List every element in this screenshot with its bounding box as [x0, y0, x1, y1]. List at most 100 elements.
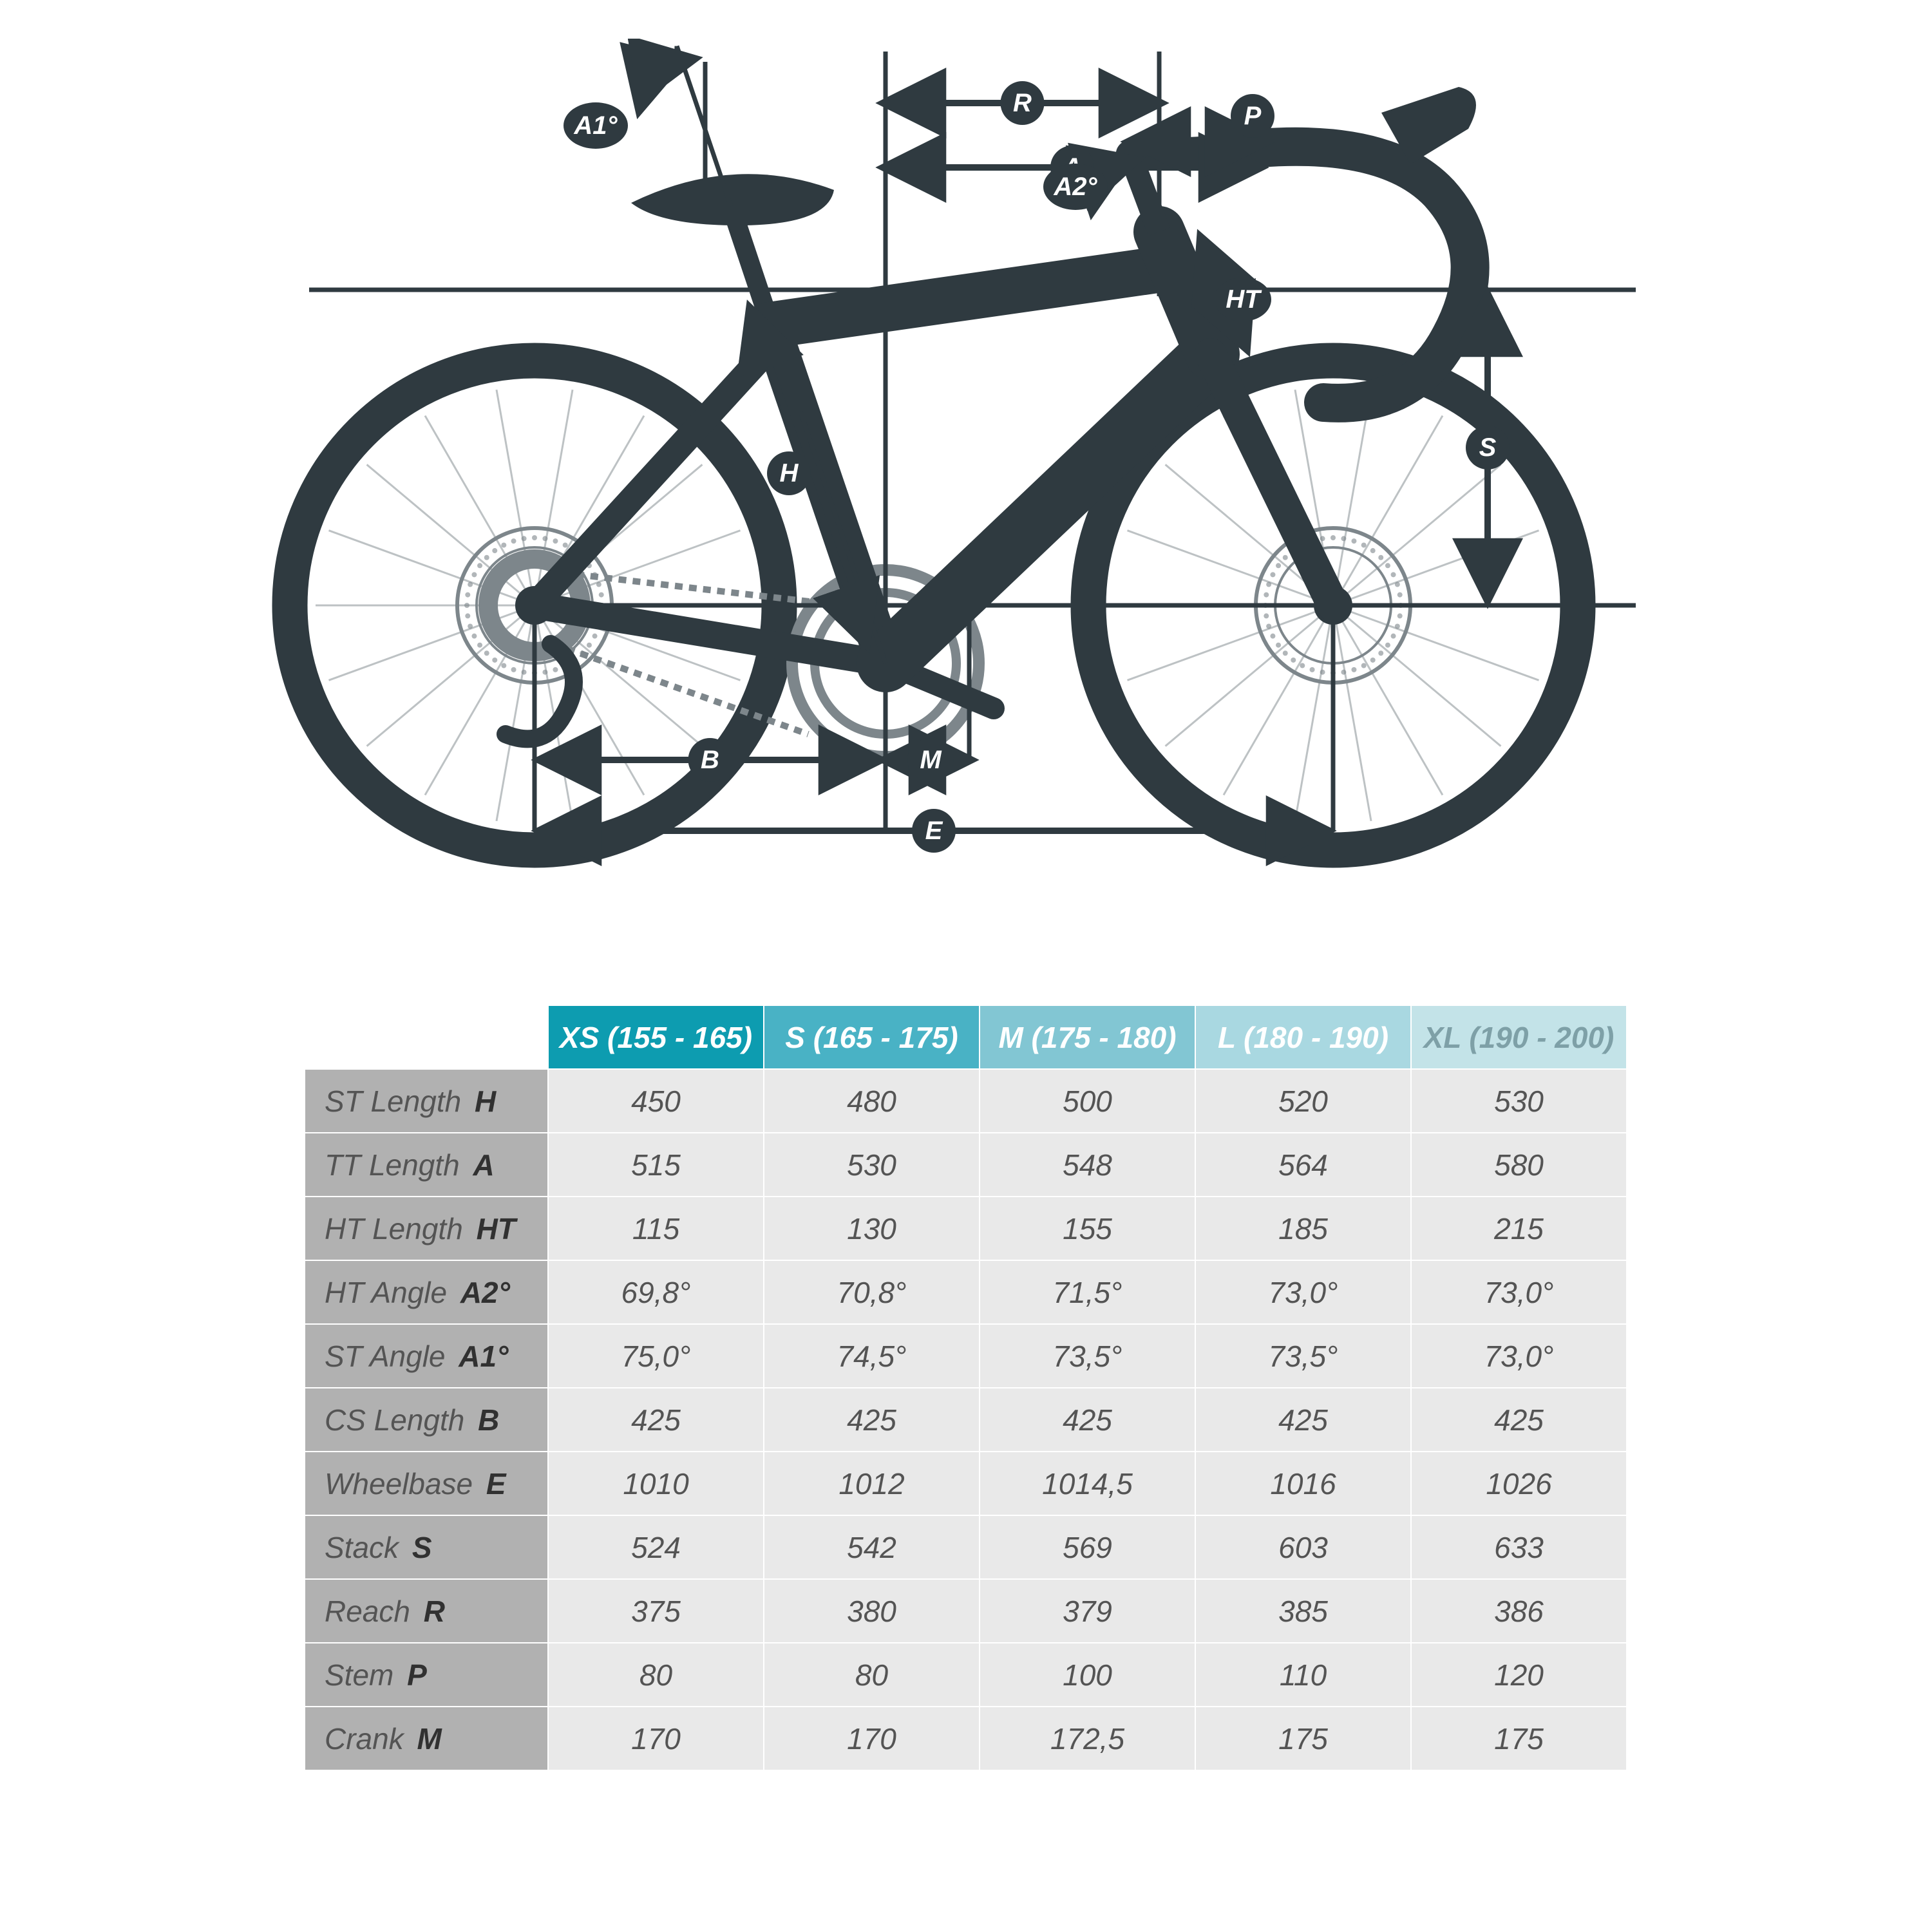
cell: 80	[548, 1643, 764, 1707]
label-s: S	[1466, 426, 1510, 469]
cell: 175	[1195, 1707, 1411, 1770]
table-row: HT Length HT115130155185215	[305, 1197, 1627, 1260]
geometry-table: XS (155 - 165)S (165 - 175)M (175 - 180)…	[304, 1005, 1627, 1771]
cell: 1026	[1411, 1452, 1627, 1515]
cell: 71,5°	[980, 1260, 1195, 1324]
svg-text:S: S	[1479, 433, 1497, 462]
row-header: HT Length HT	[305, 1197, 548, 1260]
size-header-2: M (175 - 180)	[980, 1005, 1195, 1069]
size-header-1: S (165 - 175)	[764, 1005, 980, 1069]
cell: 425	[980, 1388, 1195, 1452]
cell: 530	[1411, 1069, 1627, 1133]
cell: 74,5°	[764, 1324, 980, 1388]
cell: 215	[1411, 1197, 1627, 1260]
cell: 450	[548, 1069, 764, 1133]
cell: 569	[980, 1515, 1195, 1579]
cell: 73,0°	[1411, 1324, 1627, 1388]
row-header: Reach R	[305, 1579, 548, 1643]
cell: 380	[764, 1579, 980, 1643]
cell: 1012	[764, 1452, 980, 1515]
cell: 425	[1411, 1388, 1627, 1452]
cell: 548	[980, 1133, 1195, 1197]
svg-text:M: M	[920, 746, 942, 774]
size-header-0: XS (155 - 165)	[548, 1005, 764, 1069]
row-header: ST Angle A1°	[305, 1324, 548, 1388]
table-row: Stack S524542569603633	[305, 1515, 1627, 1579]
cell: 500	[980, 1069, 1195, 1133]
cell: 542	[764, 1515, 980, 1579]
label-a2: A2°	[1043, 164, 1108, 210]
svg-text:H: H	[780, 459, 799, 488]
cell: 185	[1195, 1197, 1411, 1260]
cell: 480	[764, 1069, 980, 1133]
table-row: Crank M170170172,5175175	[305, 1707, 1627, 1770]
cell: 170	[764, 1707, 980, 1770]
label-h: H	[767, 451, 811, 495]
row-header: CS Length B	[305, 1388, 548, 1452]
bike-geometry-diagram: RAA1°A2°PHTSHBME	[270, 39, 1662, 908]
cell: 172,5	[980, 1707, 1195, 1770]
table-blank-corner	[305, 1005, 548, 1069]
cell: 385	[1195, 1579, 1411, 1643]
cell: 70,8°	[764, 1260, 980, 1324]
svg-text:A2°: A2°	[1053, 173, 1097, 201]
cell: 155	[980, 1197, 1195, 1260]
label-p: P	[1231, 94, 1274, 138]
cell: 120	[1411, 1643, 1627, 1707]
svg-text:R: R	[1013, 89, 1032, 117]
table-row: Reach R375380379385386	[305, 1579, 1627, 1643]
cell: 69,8°	[548, 1260, 764, 1324]
bike-silhouette	[290, 87, 1578, 850]
cell: 73,5°	[980, 1324, 1195, 1388]
row-header: Crank M	[305, 1707, 548, 1770]
cell: 530	[764, 1133, 980, 1197]
cell: 175	[1411, 1707, 1627, 1770]
table-row: ST Angle A1°75,0°74,5°73,5°73,5°73,0°	[305, 1324, 1627, 1388]
cell: 1016	[1195, 1452, 1411, 1515]
size-header-3: L (180 - 190)	[1195, 1005, 1411, 1069]
cell: 115	[548, 1197, 764, 1260]
cell: 580	[1411, 1133, 1627, 1197]
row-header: Wheelbase E	[305, 1452, 548, 1515]
cell: 100	[980, 1643, 1195, 1707]
cell: 80	[764, 1643, 980, 1707]
cell: 1010	[548, 1452, 764, 1515]
cell: 73,0°	[1195, 1260, 1411, 1324]
cell: 386	[1411, 1579, 1627, 1643]
size-header-4: XL (190 - 200)	[1411, 1005, 1627, 1069]
cell: 375	[548, 1579, 764, 1643]
cell: 425	[764, 1388, 980, 1452]
table-row: Stem P8080100110120	[305, 1643, 1627, 1707]
table-row: CS Length B425425425425425	[305, 1388, 1627, 1452]
cell: 603	[1195, 1515, 1411, 1579]
dimension-lines	[309, 46, 1636, 831]
row-header: TT Length A	[305, 1133, 548, 1197]
cell: 564	[1195, 1133, 1411, 1197]
cell: 73,5°	[1195, 1324, 1411, 1388]
svg-text:P: P	[1244, 102, 1262, 130]
label-r: R	[1001, 81, 1045, 125]
cell: 425	[1195, 1388, 1411, 1452]
row-header: Stem P	[305, 1643, 548, 1707]
table-row: HT Angle A2°69,8°70,8°71,5°73,0°73,0°	[305, 1260, 1627, 1324]
label-a1: A1°	[564, 102, 628, 149]
row-header: HT Angle A2°	[305, 1260, 548, 1324]
cell: 425	[548, 1388, 764, 1452]
cell: 73,0°	[1411, 1260, 1627, 1324]
svg-text:HT: HT	[1226, 285, 1262, 314]
label-ht: HT	[1215, 278, 1271, 321]
label-m: M	[907, 738, 954, 782]
table-row: Wheelbase E101010121014,510161026	[305, 1452, 1627, 1515]
table-row: ST Length H450480500520530	[305, 1069, 1627, 1133]
svg-text:B: B	[701, 746, 719, 774]
cell: 379	[980, 1579, 1195, 1643]
cell: 1014,5	[980, 1452, 1195, 1515]
label-b: B	[688, 738, 732, 782]
row-header: ST Length H	[305, 1069, 548, 1133]
cell: 524	[548, 1515, 764, 1579]
cell: 75,0°	[548, 1324, 764, 1388]
table-row: TT Length A515530548564580	[305, 1133, 1627, 1197]
cell: 515	[548, 1133, 764, 1197]
cell: 130	[764, 1197, 980, 1260]
cell: 633	[1411, 1515, 1627, 1579]
